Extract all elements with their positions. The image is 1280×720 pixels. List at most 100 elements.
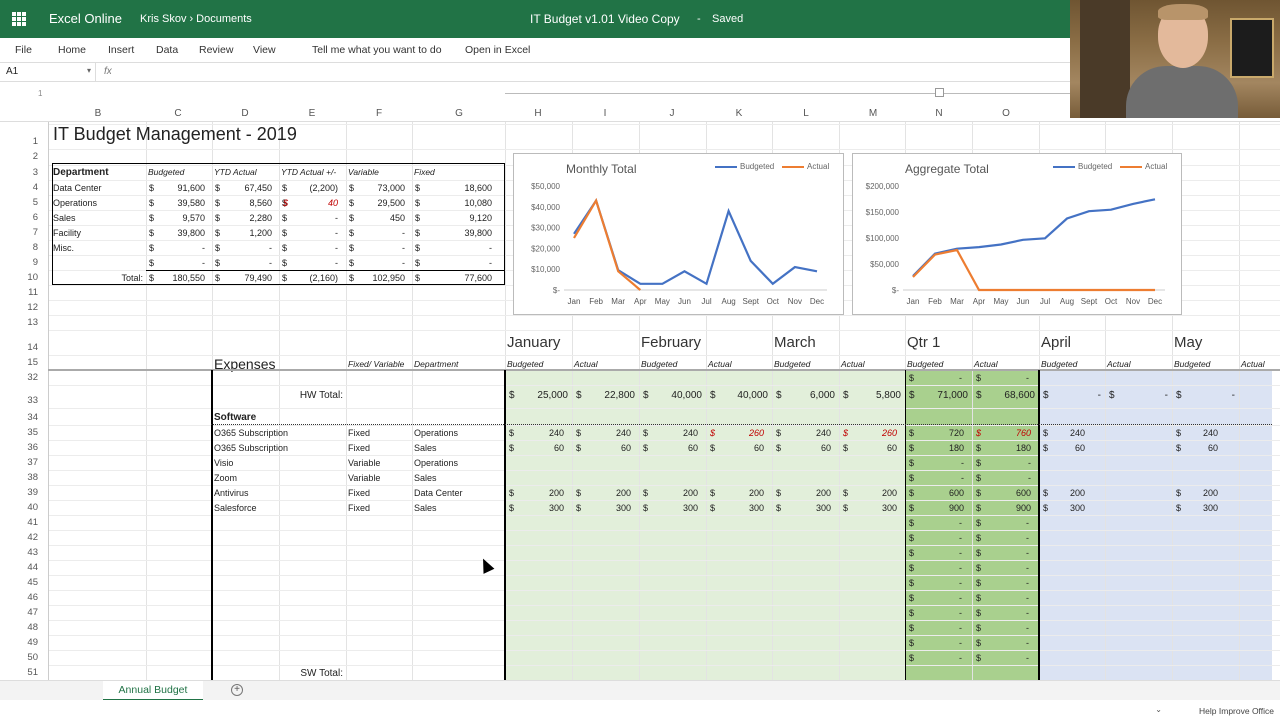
row-header-4[interactable]: 4 bbox=[32, 182, 38, 193]
open-in-excel-button[interactable]: Open in Excel bbox=[465, 44, 531, 56]
outline-level-1[interactable]: 1 bbox=[38, 89, 43, 98]
software-dollar: $ bbox=[843, 488, 849, 498]
row-header-40[interactable]: 40 bbox=[27, 502, 38, 513]
row-header-50[interactable]: 50 bbox=[27, 652, 38, 663]
tab-data[interactable]: Data bbox=[156, 44, 179, 56]
software-value: 260 bbox=[881, 428, 897, 438]
software-dollar: $ bbox=[909, 458, 915, 468]
hw-value: - bbox=[1231, 390, 1235, 401]
app-name[interactable]: Excel Online bbox=[49, 11, 122, 26]
tab-view[interactable]: View bbox=[253, 44, 276, 56]
software-dollar: $ bbox=[976, 503, 982, 513]
help-improve-office-link[interactable]: Help Improve Office bbox=[1199, 706, 1274, 716]
ribbon-tabs: File Home Insert Data Review View Tell m… bbox=[0, 38, 1280, 62]
sheet-tab-annual-budget[interactable]: Annual Budget bbox=[103, 681, 203, 701]
summary-dollar: $ bbox=[349, 243, 355, 253]
column-header-O[interactable]: O bbox=[1002, 108, 1010, 119]
summary-total-value: 102,950 bbox=[372, 273, 405, 283]
row-header-10[interactable]: 10 bbox=[27, 272, 38, 283]
tab-home[interactable]: Home bbox=[58, 44, 87, 56]
row-header-45[interactable]: 45 bbox=[27, 577, 38, 588]
hw-value: 71,000 bbox=[937, 390, 968, 401]
qtr-dollar: $ bbox=[909, 533, 915, 543]
function-icon[interactable]: fx bbox=[104, 66, 112, 77]
row-header-12[interactable]: 12 bbox=[27, 302, 38, 313]
row-header-11[interactable]: 11 bbox=[28, 287, 38, 298]
row-header-8[interactable]: 8 bbox=[32, 242, 38, 253]
y-tick-label: $30,000 bbox=[531, 224, 560, 233]
column-header-D[interactable]: D bbox=[241, 108, 249, 119]
row-header-14[interactable]: 14 bbox=[27, 342, 38, 353]
row-header-39[interactable]: 39 bbox=[27, 487, 38, 498]
x-tick-label: Jul bbox=[701, 297, 711, 306]
row-header-5[interactable]: 5 bbox=[32, 197, 38, 208]
row-header-6[interactable]: 6 bbox=[32, 212, 38, 223]
name-box[interactable]: A1 ▾ bbox=[0, 63, 96, 82]
column-header-G[interactable]: G bbox=[455, 108, 463, 119]
column-header-H[interactable]: H bbox=[534, 108, 542, 119]
aggregate-total-chart[interactable]: Aggregate Total Budgeted Actual $200,000 $15… bbox=[852, 153, 1182, 315]
row-header-38[interactable]: 38 bbox=[27, 472, 38, 483]
summary-dollar: $ bbox=[149, 198, 155, 208]
row-header-35[interactable]: 35 bbox=[27, 427, 38, 438]
hw-value: 25,000 bbox=[537, 390, 568, 401]
chevron-down-icon[interactable]: ▾ bbox=[86, 66, 91, 75]
row-header-44[interactable]: 44 bbox=[27, 562, 38, 573]
column-header-B[interactable]: B bbox=[94, 108, 102, 119]
row-header-2[interactable]: 2 bbox=[32, 151, 38, 162]
row-header-33[interactable]: 33 bbox=[27, 395, 38, 406]
row-header-1[interactable]: 1 bbox=[32, 136, 38, 147]
column-header-J[interactable]: J bbox=[669, 108, 675, 119]
chevron-down-icon[interactable]: ⌄ bbox=[1155, 705, 1162, 714]
software-value: 60 bbox=[820, 443, 831, 453]
row-header-9[interactable]: 9 bbox=[32, 257, 38, 268]
row-header-3[interactable]: 3 bbox=[32, 167, 38, 178]
monthly-total-chart[interactable]: Monthly Total Budgeted Actual $50,000 $40,00… bbox=[513, 153, 844, 315]
tab-insert[interactable]: Insert bbox=[108, 44, 135, 56]
qtr-dollar: $ bbox=[976, 548, 982, 558]
row-header-32[interactable]: 32 bbox=[27, 372, 38, 383]
qtr-value: - bbox=[959, 578, 962, 588]
column-header-K[interactable]: K bbox=[735, 108, 743, 119]
row-header-42[interactable]: 42 bbox=[27, 532, 38, 543]
hw-value: 40,000 bbox=[671, 390, 702, 401]
row-header-34[interactable]: 34 bbox=[27, 412, 38, 423]
worksheet-grid[interactable]: 1 2 3 4 5 6 7 8 9 10 11 12 13 14 15 32 33 34 35 36 37 38 39 40 4… bbox=[0, 122, 1280, 680]
row-header-36[interactable]: 36 bbox=[27, 442, 38, 453]
software-dollar: $ bbox=[1176, 503, 1182, 513]
summary-total-value: 77,600 bbox=[464, 273, 492, 283]
tell-me-search[interactable]: Tell me what you want to do bbox=[312, 44, 442, 56]
column-header-E[interactable]: E bbox=[308, 108, 316, 119]
row-header-13[interactable]: 13 bbox=[27, 317, 38, 328]
row-header-51[interactable]: 51 bbox=[27, 667, 38, 678]
column-header-M[interactable]: M bbox=[868, 108, 878, 119]
gridline-vertical bbox=[572, 122, 573, 680]
row-header-46[interactable]: 46 bbox=[27, 592, 38, 603]
row-header-49[interactable]: 49 bbox=[27, 637, 38, 648]
tab-review[interactable]: Review bbox=[199, 44, 234, 56]
row-header-47[interactable]: 47 bbox=[27, 607, 38, 618]
department-header: Department bbox=[414, 359, 459, 369]
column-header-F[interactable]: F bbox=[375, 108, 383, 119]
row-header-37[interactable]: 37 bbox=[27, 457, 38, 468]
column-header-C[interactable]: C bbox=[174, 108, 182, 119]
column-header-L[interactable]: L bbox=[803, 108, 809, 119]
hw-value: 6,000 bbox=[809, 390, 835, 401]
breadcrumb-user[interactable]: Kris Skov bbox=[140, 13, 187, 25]
row-header-43[interactable]: 43 bbox=[27, 547, 38, 558]
software-dollar: $ bbox=[509, 428, 515, 438]
document-title[interactable]: IT Budget v1.01 Video Copy bbox=[530, 12, 680, 26]
outline-collapse-button[interactable] bbox=[935, 88, 944, 97]
add-sheet-icon[interactable]: + bbox=[231, 684, 243, 696]
row-header-15[interactable]: 15 bbox=[27, 357, 38, 368]
row-header-41[interactable]: 41 bbox=[27, 517, 38, 528]
row-header-48[interactable]: 48 bbox=[27, 622, 38, 633]
tab-file[interactable]: File bbox=[15, 44, 32, 56]
breadcrumb-folder[interactable]: Documents bbox=[196, 13, 252, 25]
software-dollar: $ bbox=[710, 443, 716, 453]
summary-value: (2,200) bbox=[309, 183, 338, 193]
row-header-7[interactable]: 7 bbox=[32, 227, 38, 238]
app-launcher-icon[interactable] bbox=[12, 12, 26, 26]
column-header-I[interactable]: I bbox=[603, 108, 607, 119]
column-header-N[interactable]: N bbox=[935, 108, 943, 119]
